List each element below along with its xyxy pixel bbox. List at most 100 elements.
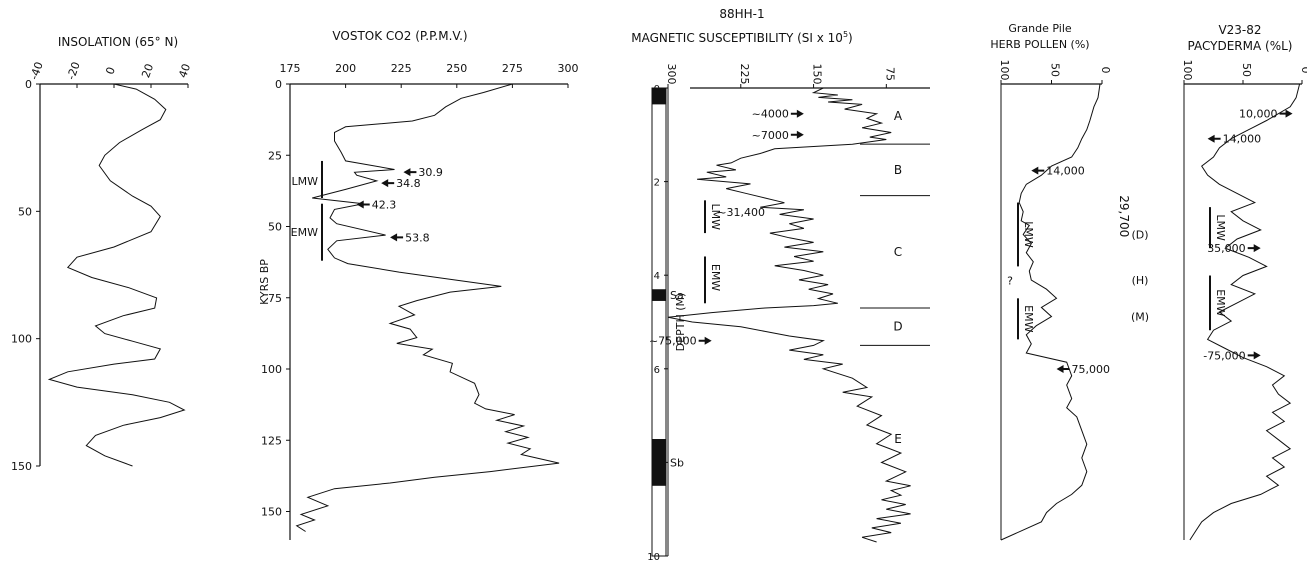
vostok-annot-53-8-arrow [390,233,404,242]
magsus-subtitle-sup: 5 [843,30,848,39]
grande-pile-subtitle: HERB POLLEN (%) [990,38,1089,51]
vostok-y-tick-label: 150 [261,506,282,519]
vostok-y-tick-label: 50 [268,221,282,234]
magsus-strat-label: Sa [670,289,684,302]
magsus-subtitle-end: ) [848,31,853,45]
vostok-x-tick-label: 225 [391,62,412,75]
magsus-subtitle-main: MAGNETIC SUSCEPTIBILITY (SI x 10 [631,31,843,45]
vostok-y-tick-label: 0 [275,78,282,91]
vostok-lmw-label: LMW [292,175,319,188]
v23-lmw-label: LMW [1214,214,1227,241]
grande-pile-annot-75000: 75,000 [1072,363,1111,376]
v23-annot-75000: -75,000 [1203,349,1245,362]
vostok-x-tick-label: 250 [446,62,467,75]
grande-pile-annot-29700: 29,700 [1117,195,1131,237]
insolation-series-line [47,83,186,467]
insolation-x-tick-label: -40 [28,60,46,81]
v23-x-tick-label: 0 [1299,67,1307,74]
vostok-y-tick-label: 25 [268,149,282,162]
grande-pile-annot-question: ? [1007,275,1013,288]
v23-series-line [1189,83,1301,541]
vostok-annot-34-8: 34.8 [396,177,421,190]
vostok-y-tick-label: 75 [268,292,282,305]
panel-insolation: INSOLATION (65° N) -40 -20 0 20 40 0 50 100 150 [11,35,193,473]
magsus-strat-unit-sb [652,439,666,486]
magsus-annot-75000-arrow [698,336,712,345]
vostok-annot-30-9-arrow [403,168,417,177]
vostok-x-tick-label: 300 [558,62,579,75]
grande-pile-annot-14000-arrow [1031,166,1045,175]
magsus-annot-75000: ~75,000 [649,335,697,348]
magsus-series-line [667,87,911,543]
v23-annot-14000-arrow [1207,134,1221,143]
grande-pile-title: Grande Pile [1008,22,1072,35]
insolation-x-tick-label: 40 [176,62,193,80]
insolation-y-tick-label: 100 [11,333,32,346]
v23-annot-35000: 35,000 [1207,242,1246,255]
magsus-title: 88HH-1 [719,7,764,21]
panel-vostok: VOSTOK CO2 (P.P.M.V.) KYRS BP 175 200 225 2… [258,29,579,540]
vostok-annot-53-8: 53.8 [405,231,430,244]
panel-grande-pile: Grande Pile HERB POLLEN (%) 100 50 0 14,000… [990,22,1149,541]
insolation-x-tick-label: 0 [103,65,118,76]
magsus-annot-4000-arrow [790,109,804,118]
v23-annot-10000-arrow [1279,109,1293,118]
magsus-strat-label: Sb [670,456,684,469]
magsus-x-tick-label: 225 [738,64,751,85]
insolation-y-tick-label: 150 [11,460,32,473]
magsus-ylabel: DEPTH (M) [674,293,687,352]
magsus-y-tick-label: 4 [654,271,660,282]
vostok-ylabel: KYRS BP [258,259,271,305]
magsus-subtitle: MAGNETIC SUSCEPTIBILITY (SI x 105) [631,30,852,45]
magsus-y-tick-label: 10 [647,552,660,563]
magsus-y-tick-label: 6 [654,365,660,376]
v23-annot-35000-arrow [1247,244,1261,253]
insolation-x-tick-label: -20 [65,60,83,81]
vostok-annot-42-3: 42.3 [372,199,397,212]
vostok-annot-42-3-arrow [356,200,370,209]
grande-pile-x-tick-label: 100 [998,60,1011,81]
magsus-emw-label: EMW [709,264,722,291]
magsus-annot-4000: ~4000 [752,108,789,121]
magsus-annot-7000: ~7000 [752,129,789,142]
magsus-strat-top-black [652,88,666,105]
insolation-title: INSOLATION (65° N) [58,35,178,49]
grande-pile-zone-label: (D) [1131,228,1148,241]
insolation-x-tick-label: 20 [139,62,156,80]
vostok-title: VOSTOK CO2 (P.P.M.V.) [332,29,467,43]
v23-subtitle: PACYDERMA (%L) [1188,39,1293,53]
panel-v23-82: V23-82 PACYDERMA (%L) 100 50 0 10,000 14,000… [1181,23,1307,541]
vostok-x-tick-label: 200 [335,62,356,75]
magsus-strat-unit-sa [652,289,666,301]
grande-pile-x-tick-label: 0 [1099,67,1112,74]
v23-annot-10000: 10,000 [1239,108,1278,121]
magsus-x-tick-label: 300 [665,64,678,85]
grande-pile-series-line [1000,83,1101,541]
v23-emw-label: EMW [1214,289,1227,316]
vostok-y-tick-label: 125 [261,434,282,447]
magsus-x-tick-label: 150 [811,64,824,85]
vostok-series-line [295,83,560,532]
grande-pile-lmw-label: LMW [1022,221,1035,248]
grande-pile-zone-label: (M) [1131,311,1149,324]
panel-magnetic-susceptibility: 88HH-1 MAGNETIC SUSCEPTIBILITY (SI x 105… [631,7,930,563]
grande-pile-annot-75000-arrow [1056,365,1070,373]
magsus-annot-31400: ~31,400 [717,206,765,219]
vostok-x-tick-label: 175 [280,62,301,75]
v23-title: V23-82 [1218,23,1261,37]
insolation-y-tick-label: 50 [18,205,32,218]
vostok-emw-label: EMW [291,226,318,239]
magsus-lmw-label: LMW [709,203,722,230]
grande-pile-annot-14000: 14,000 [1046,165,1085,178]
magsus-y-tick-label: 2 [654,178,660,189]
vostok-annot-34-8-arrow [381,179,395,188]
magsus-zone-label: A [894,109,903,123]
v23-x-tick-label: 100 [1181,60,1194,81]
vostok-x-tick-label: 275 [502,62,523,75]
magsus-zone-label: B [894,163,902,177]
grande-pile-x-tick-label: 50 [1049,63,1062,77]
magsus-zone-label: E [894,432,902,446]
vostok-y-tick-label: 100 [261,363,282,376]
grande-pile-emw-label: EMW [1022,305,1035,332]
